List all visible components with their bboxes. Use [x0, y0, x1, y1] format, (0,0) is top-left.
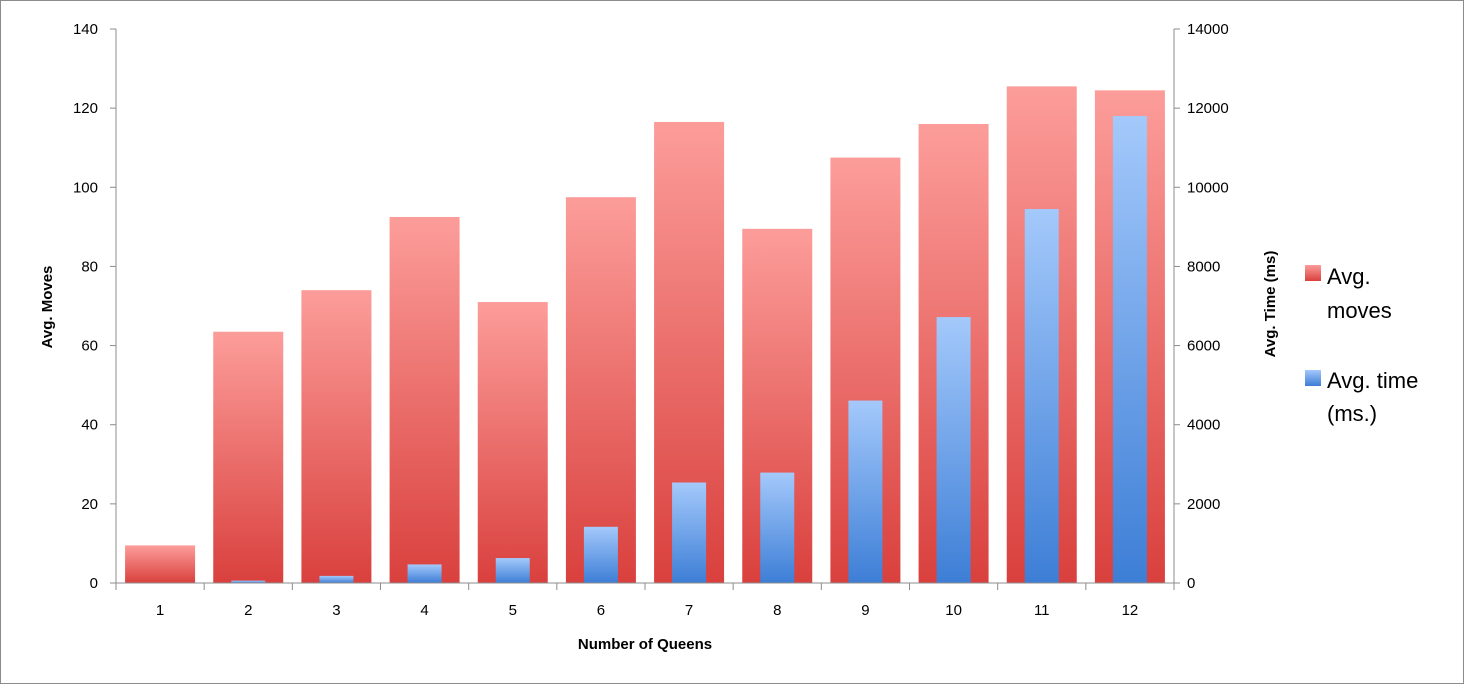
left-tick-label: 0: [90, 575, 98, 592]
bar-moves-2: [213, 332, 283, 583]
y-axis-title: Avg. Moves: [39, 266, 56, 349]
x-tick-label: 5: [509, 602, 517, 619]
left-tick-label: 140: [73, 21, 98, 38]
left-axis-ticks: 0 20 40 60 80 100 120 140: [73, 21, 116, 592]
bar-moves-1: [125, 545, 195, 583]
series-avg-time: [143, 116, 1147, 583]
bar-time-12: [1113, 116, 1147, 583]
x-tick-label: 8: [773, 602, 781, 619]
x-tick-label: 9: [861, 602, 869, 619]
bar-time-6: [584, 527, 618, 583]
legend-swatch-moves: [1305, 265, 1321, 281]
left-tick-label: 20: [81, 496, 98, 513]
bar-moves-5: [478, 302, 548, 583]
y2-axis-title: Avg. Time (ms): [1262, 251, 1279, 358]
legend-swatch-time: [1305, 370, 1321, 386]
x-tick-label: 7: [685, 602, 693, 619]
bar-moves-6: [566, 197, 636, 583]
legend-label-moves-line2: moves: [1327, 298, 1392, 323]
legend-label-time-line2: (ms.): [1327, 401, 1377, 426]
x-tick-label: 10: [945, 602, 962, 619]
right-tick-label: 2000: [1187, 496, 1220, 513]
right-tick-label: 12000: [1187, 100, 1229, 117]
bar-time-5: [496, 558, 530, 583]
series-avg-moves: [125, 86, 1165, 583]
left-tick-label: 80: [81, 258, 98, 275]
x-axis-title: Number of Queens: [578, 636, 712, 653]
right-tick-label: 4000: [1187, 417, 1220, 434]
right-tick-label: 14000: [1187, 21, 1229, 38]
x-tick-label: 11: [1034, 602, 1050, 619]
left-tick-label: 60: [81, 338, 98, 355]
right-tick-label: 6000: [1187, 338, 1220, 355]
right-axis-ticks: 0 2000 4000 6000 8000 10000 12000 14000: [1174, 21, 1229, 592]
bar-time-10: [937, 317, 971, 583]
left-tick-label: 40: [81, 417, 98, 434]
x-tick-label: 12: [1122, 602, 1139, 619]
legend-label-time-line1: Avg. time: [1327, 368, 1418, 393]
bar-moves-4: [390, 217, 460, 583]
left-tick-label: 120: [73, 100, 98, 117]
bar-time-7: [672, 482, 706, 583]
legend-label-moves-line1: Avg.: [1327, 264, 1371, 289]
bar-moves-3: [301, 290, 371, 583]
bar-time-3: [319, 576, 353, 583]
x-tick-label: 3: [332, 602, 340, 619]
left-tick-label: 100: [73, 179, 98, 196]
legend: Avg. moves Avg. time (ms.): [1305, 264, 1418, 426]
x-tick-label: 2: [244, 602, 252, 619]
bar-time-8: [760, 473, 794, 583]
right-tick-label: 8000: [1187, 258, 1220, 275]
x-tick-label: 4: [420, 602, 428, 619]
right-tick-label: 0: [1187, 575, 1195, 592]
bar-time-9: [848, 401, 882, 583]
bar-time-4: [408, 564, 442, 583]
right-tick-label: 10000: [1187, 179, 1229, 196]
x-tick-label: 6: [597, 602, 605, 619]
bar-time-11: [1025, 209, 1059, 583]
x-tick-label: 1: [156, 602, 164, 619]
